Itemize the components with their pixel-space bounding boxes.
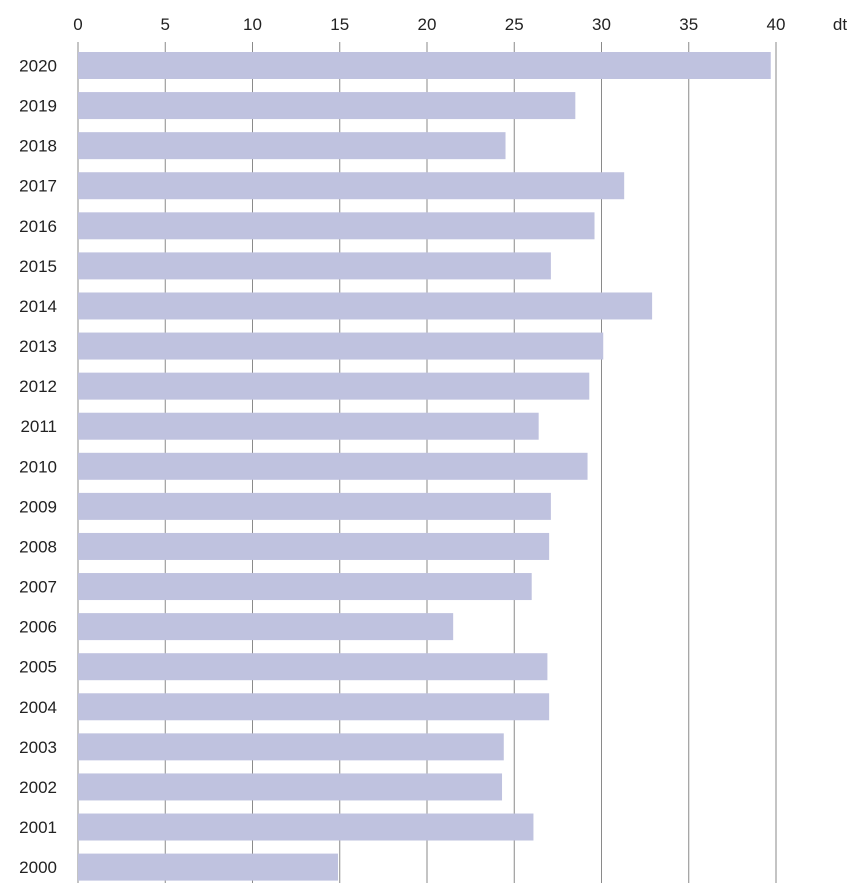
category-label-2014: 2014 <box>19 297 57 316</box>
x-tick-label: 25 <box>505 15 524 34</box>
x-tick-label: 5 <box>161 15 170 34</box>
category-label-2011: 2011 <box>20 417 57 436</box>
category-label-2001: 2001 <box>19 818 57 837</box>
category-label-2012: 2012 <box>19 377 57 396</box>
category-label-2000: 2000 <box>19 858 57 877</box>
x-tick-label: 10 <box>243 15 262 34</box>
bar-2015 <box>78 252 551 280</box>
bar-2002 <box>78 773 503 801</box>
x-tick-label: 40 <box>767 15 786 34</box>
y-axis-categories: 2020 2019 2018 2017 2016 2015 2014 2013 2012 2011… <box>19 57 57 878</box>
bar-2009 <box>78 492 551 520</box>
bar-2012 <box>78 372 590 400</box>
category-label-2017: 2017 <box>19 177 57 196</box>
category-label-2018: 2018 <box>19 137 57 156</box>
category-label-2008: 2008 <box>19 537 57 556</box>
category-label-2006: 2006 <box>19 618 57 637</box>
x-axis-unit-label: dt <box>833 15 847 34</box>
x-tick-label: 35 <box>679 15 698 34</box>
bar-2007 <box>78 573 532 601</box>
bar-2005 <box>78 653 548 681</box>
bar-2004 <box>78 693 550 721</box>
category-label-2010: 2010 <box>19 457 57 476</box>
bar-2003 <box>78 733 504 761</box>
bar-2017 <box>78 172 625 200</box>
bar-2001 <box>78 813 534 841</box>
bar-2010 <box>78 452 588 480</box>
category-label-2005: 2005 <box>19 658 57 677</box>
category-label-2020: 2020 <box>19 57 57 76</box>
bar-2000 <box>78 853 339 881</box>
x-tick-label: 30 <box>592 15 611 34</box>
x-axis-ticks: 0 5 10 15 20 25 30 35 40 <box>73 15 785 34</box>
bar-2006 <box>78 613 454 641</box>
bar-2016 <box>78 212 595 240</box>
category-label-2002: 2002 <box>19 778 57 797</box>
category-label-2016: 2016 <box>19 217 57 236</box>
bar-2011 <box>78 412 539 440</box>
category-label-2013: 2013 <box>19 337 57 356</box>
category-label-2004: 2004 <box>19 698 57 717</box>
bar-2014 <box>78 292 653 320</box>
x-tick-label: 0 <box>73 15 82 34</box>
category-label-2009: 2009 <box>19 497 57 516</box>
category-label-2007: 2007 <box>19 578 57 597</box>
bar-2020 <box>78 52 771 79</box>
bar-2013 <box>78 332 604 360</box>
bar-2018 <box>78 132 506 160</box>
category-label-2003: 2003 <box>19 738 57 757</box>
category-label-2019: 2019 <box>19 97 57 116</box>
x-tick-label: 15 <box>330 15 349 34</box>
x-tick-label: 20 <box>418 15 437 34</box>
bar-2008 <box>78 532 550 560</box>
bar-2019 <box>78 92 576 120</box>
category-label-2015: 2015 <box>19 257 57 276</box>
bars <box>78 52 771 881</box>
